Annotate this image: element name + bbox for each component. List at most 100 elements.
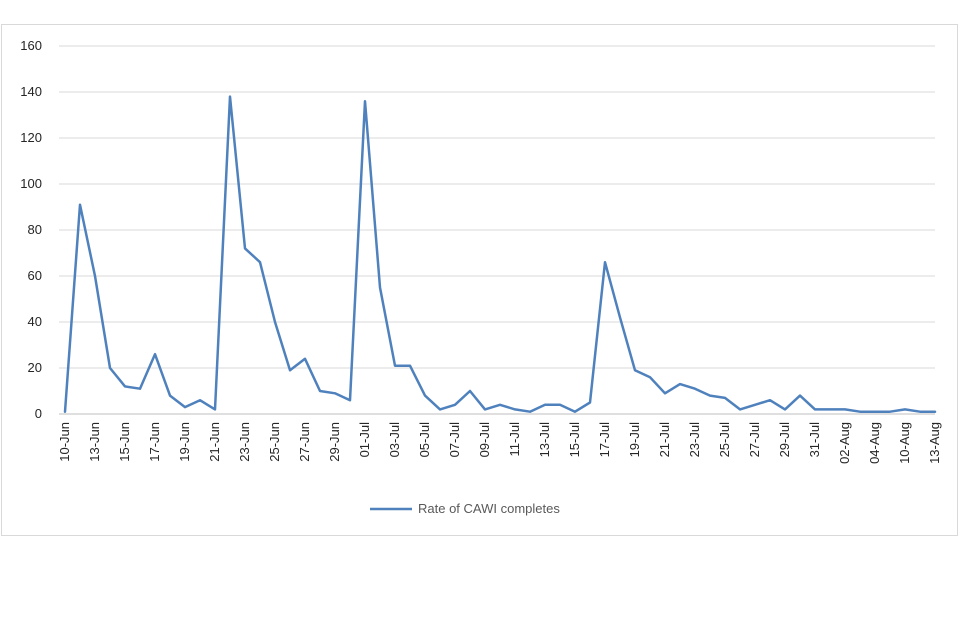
x-tick-label: 27-Jul xyxy=(747,422,762,458)
y-tick-label: 80 xyxy=(28,222,42,237)
data-point xyxy=(289,369,291,371)
data-point xyxy=(934,411,936,413)
data-point xyxy=(94,275,96,277)
data-point xyxy=(694,388,696,390)
y-tick-label: 160 xyxy=(20,38,42,53)
data-point xyxy=(814,408,816,410)
data-point xyxy=(334,392,336,394)
data-point xyxy=(649,376,651,378)
data-point xyxy=(124,385,126,387)
data-point xyxy=(574,411,576,413)
x-tick-label: 13-Jun xyxy=(87,422,102,462)
y-tick-label: 20 xyxy=(28,360,42,375)
data-point xyxy=(319,390,321,392)
data-point xyxy=(229,95,231,97)
y-axis-ticks: 0 20 40 60 80 100 120 140 160 xyxy=(20,38,42,421)
data-point xyxy=(544,404,546,406)
data-point xyxy=(874,411,876,413)
data-point xyxy=(469,390,471,392)
data-point xyxy=(859,411,861,413)
y-tick-label: 0 xyxy=(35,406,42,421)
y-tick-label: 60 xyxy=(28,268,42,283)
x-tick-label: 05-Jul xyxy=(417,422,432,458)
x-tick-label: 04-Aug xyxy=(867,422,882,464)
x-tick-label: 13-Aug xyxy=(927,422,942,464)
data-point xyxy=(844,408,846,410)
data-point xyxy=(394,365,396,367)
data-point xyxy=(739,408,741,410)
y-tick-label: 100 xyxy=(20,176,42,191)
chart-frame: 0 20 40 60 80 100 120 140 160 10-Jun 13-Jun 15-Jun… xyxy=(1,24,958,536)
data-point xyxy=(829,408,831,410)
x-tick-label: 10-Aug xyxy=(897,422,912,464)
gridlines xyxy=(59,45,935,415)
line-chart: 0 20 40 60 80 100 120 140 160 10-Jun 13-Jun 15-Jun… xyxy=(20,38,942,516)
data-point xyxy=(184,406,186,408)
data-point xyxy=(604,261,606,263)
x-tick-label: 19-Jul xyxy=(627,422,642,458)
x-tick-label: 17-Jul xyxy=(597,422,612,458)
data-point xyxy=(409,365,411,367)
data-point xyxy=(904,408,906,410)
data-point xyxy=(274,321,276,323)
data-point xyxy=(634,369,636,371)
data-point xyxy=(214,408,216,410)
data-point xyxy=(454,404,456,406)
x-tick-label: 23-Jul xyxy=(687,422,702,458)
data-point xyxy=(514,408,516,410)
data-point xyxy=(154,353,156,355)
x-tick-label: 25-Jul xyxy=(717,422,732,458)
data-point xyxy=(619,316,621,318)
y-tick-label: 120 xyxy=(20,130,42,145)
data-point xyxy=(424,394,426,396)
y-tick-label: 140 xyxy=(20,84,42,99)
data-point xyxy=(784,408,786,410)
data-point xyxy=(499,404,501,406)
x-tick-label: 13-Jul xyxy=(537,422,552,458)
x-tick-label: 15-Jun xyxy=(117,422,132,462)
x-tick-label: 02-Aug xyxy=(837,422,852,464)
x-tick-label: 17-Jun xyxy=(147,422,162,462)
legend: Rate of CAWI completes xyxy=(370,501,560,516)
data-point xyxy=(754,404,756,406)
data-point xyxy=(379,286,381,288)
data-point xyxy=(724,397,726,399)
data-point xyxy=(679,383,681,385)
x-tick-label: 03-Jul xyxy=(387,422,402,458)
data-point xyxy=(769,399,771,401)
data-point xyxy=(364,100,366,102)
x-tick-label: 15-Jul xyxy=(567,422,582,458)
data-point xyxy=(259,261,261,263)
x-tick-label: 01-Jul xyxy=(357,422,372,458)
x-tick-label: 07-Jul xyxy=(447,422,462,458)
x-tick-label: 23-Jun xyxy=(237,422,252,462)
data-point xyxy=(79,204,81,206)
data-point xyxy=(64,411,66,413)
x-tick-label: 11-Jul xyxy=(507,422,522,457)
x-tick-label: 29-Jul xyxy=(777,422,792,458)
data-point xyxy=(439,408,441,410)
x-tick-label: 21-Jul xyxy=(657,422,672,458)
data-point xyxy=(919,411,921,413)
data-point xyxy=(889,411,891,413)
x-tick-label: 21-Jun xyxy=(207,422,222,462)
data-point xyxy=(349,399,351,401)
x-tick-label: 29-Jun xyxy=(327,422,342,462)
series-line xyxy=(63,95,937,413)
x-tick-label: 27-Jun xyxy=(297,422,312,462)
data-point xyxy=(664,392,666,394)
y-tick-label: 40 xyxy=(28,314,42,329)
x-tick-label: 25-Jun xyxy=(267,422,282,462)
x-axis-ticks: 10-Jun 13-Jun 15-Jun 17-Jun 19-Jun 21-Jun 23-J… xyxy=(57,422,942,464)
x-tick-label: 10-Jun xyxy=(57,422,72,462)
legend-label: Rate of CAWI completes xyxy=(418,501,560,516)
data-point xyxy=(589,401,591,403)
x-tick-label: 09-Jul xyxy=(477,422,492,458)
data-point xyxy=(109,367,111,369)
data-point xyxy=(169,394,171,396)
data-point xyxy=(304,358,306,360)
data-point xyxy=(244,247,246,249)
series-layer xyxy=(63,95,937,413)
x-tick-label: 31-Jul xyxy=(807,422,822,458)
data-point xyxy=(559,404,561,406)
